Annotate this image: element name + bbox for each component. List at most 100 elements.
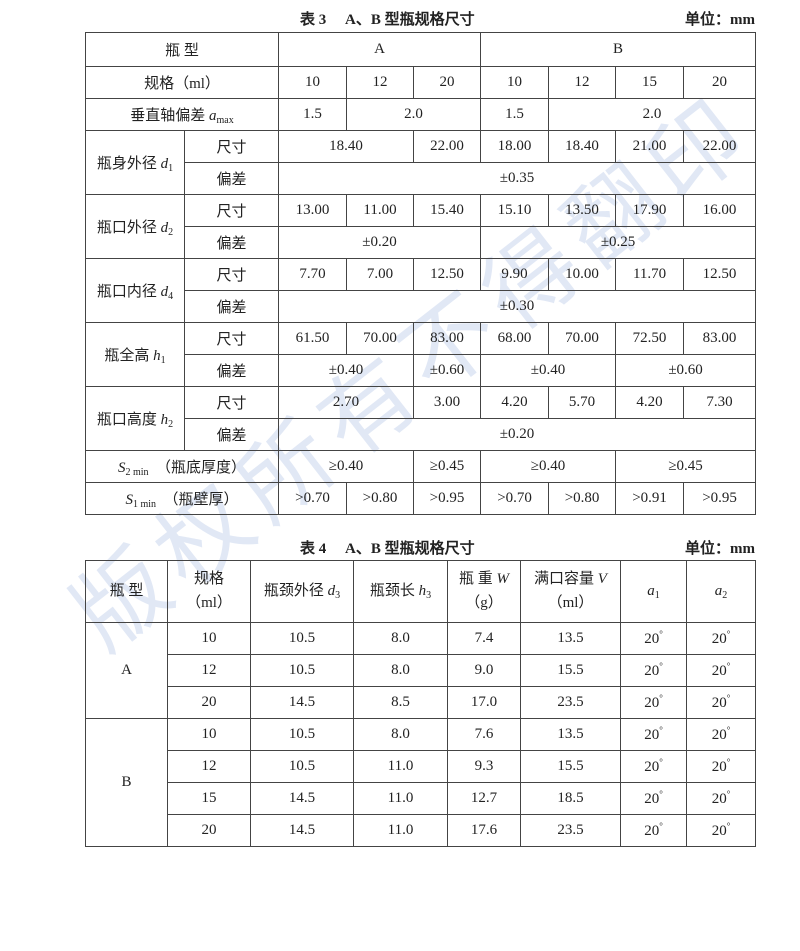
v-cell: 18.5 — [520, 782, 621, 815]
s1-cell: >0.80 — [346, 482, 415, 515]
w-cell: 9.0 — [447, 654, 521, 687]
d4-tolerance-cell: ±0.30 — [278, 290, 757, 323]
spec-cell: 15 — [167, 782, 251, 815]
h3-cell: 11.0 — [353, 782, 448, 815]
d1-size-cell: 22.00 — [413, 130, 482, 163]
v-cell: 15.5 — [520, 750, 621, 783]
amax-cell: 2.0 — [548, 98, 757, 131]
d3-cell: 10.5 — [250, 622, 354, 655]
h2-tolerance-cell: ±0.20 — [278, 418, 757, 451]
h1-tolerance-cell: ±0.40 — [480, 354, 617, 387]
w-cell: 17.6 — [447, 814, 521, 847]
size-label: 尺寸 — [183, 386, 280, 419]
s2-label: S2 min （瓶底厚度） — [84, 450, 280, 483]
spec-cell: 10 — [278, 66, 348, 99]
spec-label: 规格（ml） — [84, 66, 280, 99]
a2-cell: 20° — [686, 654, 756, 687]
spec-cell: 20 — [167, 814, 251, 847]
a2-cell: 20° — [686, 814, 756, 847]
d1-size-cell: 18.40 — [548, 130, 617, 163]
header-weight: 瓶 重 W （g） — [447, 560, 521, 623]
table3-unit: 单位：mm — [685, 12, 755, 28]
h2-size-cell: 4.20 — [615, 386, 685, 419]
spec-cell: 10 — [480, 66, 550, 99]
a1-cell: 20° — [620, 686, 687, 719]
d2-size-cell: 15.10 — [480, 194, 550, 227]
v-cell: 13.5 — [520, 622, 621, 655]
s2-cell: ≥0.45 — [615, 450, 757, 483]
amax-label: 垂直轴偏差 amax — [84, 98, 280, 131]
amax-cell: 1.5 — [278, 98, 348, 131]
a1-cell: 20° — [620, 782, 687, 815]
d2-label: 瓶口外径 d2 — [85, 194, 185, 259]
spec-cell: 12 — [167, 654, 251, 687]
spec-cell: 10 — [167, 622, 251, 655]
d1-label: 瓶身外径 d1 — [85, 130, 185, 195]
tolerance-label: 偏差 — [183, 354, 280, 387]
s2-cell: ≥0.40 — [278, 450, 415, 483]
h3-cell: 8.0 — [353, 718, 448, 751]
h1-tolerance-cell: ±0.40 — [278, 354, 415, 387]
h1-size-cell: 72.50 — [615, 322, 685, 355]
tolerance-label: 偏差 — [183, 290, 280, 323]
v-cell: 23.5 — [520, 686, 621, 719]
table3-caption: 表 3 A、B 型瓶规格尺寸 — [300, 12, 475, 28]
d1-size-cell: 18.40 — [278, 130, 415, 163]
h3-cell: 8.0 — [353, 622, 448, 655]
header-spec: 规格 （ml） — [167, 560, 251, 623]
h1-size-cell: 70.00 — [548, 322, 617, 355]
d1-size-cell: 21.00 — [615, 130, 685, 163]
table4-caption: 表 4 A、B 型瓶规格尺寸 — [300, 541, 475, 557]
header-type-a: A — [278, 32, 482, 67]
w-cell: 12.7 — [447, 782, 521, 815]
s1-cell: >0.70 — [278, 482, 348, 515]
h1-tolerance-cell: ±0.60 — [615, 354, 757, 387]
s1-cell: >0.91 — [615, 482, 685, 515]
d2-size-cell: 17.90 — [615, 194, 685, 227]
h1-tolerance-cell: ±0.60 — [413, 354, 482, 387]
type-cell: A — [85, 622, 168, 719]
size-label: 尺寸 — [183, 322, 280, 355]
header-type: 瓶 型 — [85, 560, 168, 623]
d4-size-cell: 7.00 — [346, 258, 415, 291]
d3-cell: 14.5 — [250, 782, 354, 815]
d2-size-cell: 15.40 — [413, 194, 482, 227]
h2-size-cell: 2.70 — [278, 386, 415, 419]
s2-cell: ≥0.45 — [413, 450, 482, 483]
tolerance-label: 偏差 — [183, 418, 280, 451]
h1-size-cell: 68.00 — [480, 322, 550, 355]
a2-cell: 20° — [686, 782, 756, 815]
amax-cell: 1.5 — [480, 98, 550, 131]
d2-size-cell: 16.00 — [683, 194, 757, 227]
a2-cell: 20° — [686, 718, 756, 751]
table4: 瓶 型规格 （ml） 瓶颈外径 d3 瓶颈长 h3 瓶 重 W （g） 满口容量 V （ml）… — [85, 560, 756, 847]
h1-size-cell: 83.00 — [683, 322, 757, 355]
v-cell: 13.5 — [520, 718, 621, 751]
header-a2: a2 — [686, 560, 756, 623]
d4-size-cell: 12.50 — [683, 258, 757, 291]
spec-cell: 12 — [167, 750, 251, 783]
d3-cell: 14.5 — [250, 814, 354, 847]
spec-cell: 10 — [167, 718, 251, 751]
w-cell: 7.6 — [447, 718, 521, 751]
a2-cell: 20° — [686, 750, 756, 783]
s1-label: S1 min （瓶壁厚） — [84, 482, 280, 515]
w-cell: 7.4 — [447, 622, 521, 655]
a2-cell: 20° — [686, 686, 756, 719]
h2-size-cell: 5.70 — [548, 386, 617, 419]
a1-cell: 20° — [620, 814, 687, 847]
h2-size-cell: 4.20 — [480, 386, 550, 419]
d3-cell: 10.5 — [250, 718, 354, 751]
d4-size-cell: 11.70 — [615, 258, 685, 291]
a1-cell: 20° — [620, 750, 687, 783]
table-row: 15 14.5 11.0 12.7 18.5 20° 20° — [86, 782, 756, 815]
h1-size-cell: 83.00 — [413, 322, 482, 355]
size-label: 尺寸 — [183, 258, 280, 291]
s1-cell: >0.95 — [413, 482, 482, 515]
d2-tolerance-cell: ±0.20 — [278, 226, 482, 259]
table-row: 20 14.5 11.0 17.6 23.5 20° 20° — [86, 814, 756, 847]
s1-cell: >0.70 — [480, 482, 550, 515]
v-cell: 23.5 — [520, 814, 621, 847]
h2-size-cell: 7.30 — [683, 386, 757, 419]
h3-cell: 8.0 — [353, 654, 448, 687]
